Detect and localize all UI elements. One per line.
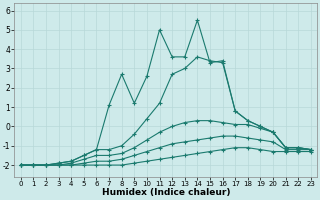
X-axis label: Humidex (Indice chaleur): Humidex (Indice chaleur) [101, 188, 230, 197]
